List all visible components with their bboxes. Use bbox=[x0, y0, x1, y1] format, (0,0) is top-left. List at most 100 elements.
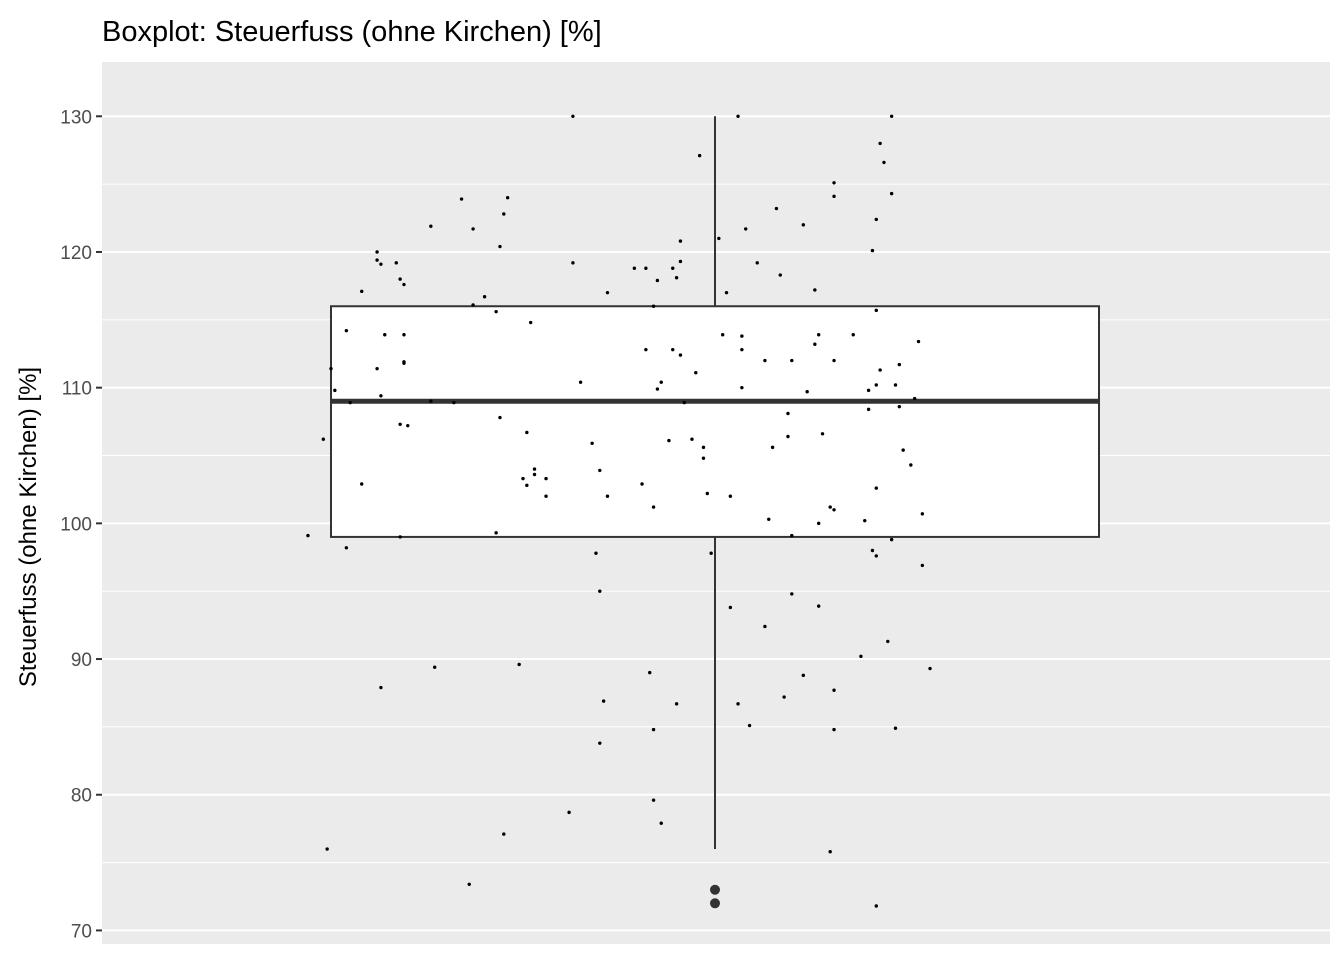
data-point bbox=[882, 160, 886, 165]
data-point bbox=[567, 810, 571, 815]
data-point bbox=[816, 521, 821, 526]
data-point bbox=[763, 624, 767, 629]
data-point bbox=[360, 482, 364, 486]
data-point bbox=[360, 289, 364, 294]
data-point bbox=[720, 333, 725, 337]
y-tick-label: 90 bbox=[71, 650, 92, 671]
data-point bbox=[786, 411, 790, 416]
data-point bbox=[375, 258, 379, 262]
data-point bbox=[770, 445, 775, 450]
data-point bbox=[644, 347, 648, 352]
data-point bbox=[525, 430, 529, 435]
data-point bbox=[532, 467, 537, 471]
data-point bbox=[816, 333, 821, 337]
data-point bbox=[678, 353, 683, 357]
data-point bbox=[333, 388, 337, 393]
data-point bbox=[655, 387, 660, 391]
data-point bbox=[928, 666, 932, 671]
data-point bbox=[344, 546, 349, 550]
y-tick-label: 110 bbox=[62, 379, 92, 400]
data-point bbox=[859, 654, 863, 659]
data-point bbox=[832, 688, 836, 692]
chart-title: Boxplot: Steuerfuss (ohne Kirchen) [%] bbox=[102, 16, 602, 48]
data-point bbox=[402, 361, 406, 365]
data-point bbox=[705, 491, 710, 496]
data-point bbox=[452, 400, 456, 405]
data-point bbox=[379, 394, 383, 398]
data-point bbox=[671, 266, 675, 270]
data-point bbox=[344, 328, 349, 333]
data-point bbox=[402, 333, 406, 337]
data-point bbox=[816, 604, 821, 608]
data-point bbox=[740, 385, 744, 390]
data-point bbox=[471, 303, 475, 307]
data-point bbox=[832, 194, 836, 199]
data-point bbox=[655, 278, 660, 283]
data-point bbox=[832, 358, 836, 363]
data-point bbox=[747, 723, 752, 728]
data-point bbox=[870, 548, 875, 553]
data-point bbox=[467, 882, 471, 886]
data-point bbox=[590, 441, 594, 445]
data-point bbox=[379, 685, 383, 690]
data-point bbox=[709, 551, 713, 555]
data-point bbox=[909, 463, 913, 467]
data-point bbox=[502, 832, 506, 836]
data-point bbox=[498, 415, 502, 420]
data-point bbox=[901, 448, 905, 452]
data-point bbox=[605, 494, 610, 498]
data-point bbox=[306, 533, 310, 538]
data-point bbox=[782, 695, 786, 699]
data-point bbox=[820, 432, 825, 436]
y-tick-label: 120 bbox=[60, 243, 92, 264]
data-point bbox=[889, 191, 894, 196]
data-point bbox=[651, 727, 656, 732]
data-point bbox=[697, 153, 702, 158]
data-point bbox=[805, 390, 809, 394]
data-point bbox=[728, 494, 733, 498]
data-point bbox=[482, 295, 487, 299]
data-point bbox=[605, 290, 610, 295]
data-point bbox=[375, 250, 379, 254]
data-point bbox=[874, 486, 878, 490]
data-point bbox=[801, 673, 806, 678]
data-point bbox=[578, 380, 583, 384]
data-point bbox=[459, 197, 464, 201]
y-tick-label: 130 bbox=[60, 107, 92, 128]
data-point bbox=[502, 212, 506, 216]
data-point bbox=[406, 423, 410, 428]
data-point bbox=[832, 727, 836, 732]
data-point bbox=[874, 383, 878, 387]
data-point bbox=[678, 239, 683, 243]
data-point bbox=[813, 342, 817, 346]
data-point bbox=[674, 276, 679, 280]
data-point bbox=[828, 505, 832, 509]
data-point bbox=[889, 114, 894, 118]
data-point bbox=[920, 512, 925, 516]
data-point bbox=[598, 468, 602, 473]
data-point bbox=[790, 533, 794, 538]
data-point bbox=[878, 141, 882, 146]
data-point bbox=[897, 362, 902, 367]
data-point bbox=[851, 333, 855, 337]
data-point bbox=[694, 371, 698, 375]
outlier-point bbox=[710, 898, 720, 909]
data-point bbox=[644, 266, 648, 270]
data-point bbox=[889, 537, 894, 542]
data-point bbox=[920, 563, 925, 568]
data-point bbox=[398, 422, 402, 426]
data-point bbox=[774, 206, 779, 211]
data-point bbox=[598, 741, 602, 745]
data-point bbox=[571, 114, 575, 118]
outlier-point bbox=[710, 884, 720, 895]
data-point bbox=[674, 702, 679, 706]
data-point bbox=[375, 366, 379, 371]
data-point bbox=[828, 850, 832, 854]
data-point bbox=[701, 456, 706, 460]
data-point bbox=[801, 223, 806, 227]
data-point bbox=[667, 438, 671, 443]
data-point bbox=[640, 482, 644, 486]
data-point bbox=[651, 798, 656, 802]
data-point bbox=[632, 266, 637, 270]
data-point bbox=[544, 476, 548, 481]
